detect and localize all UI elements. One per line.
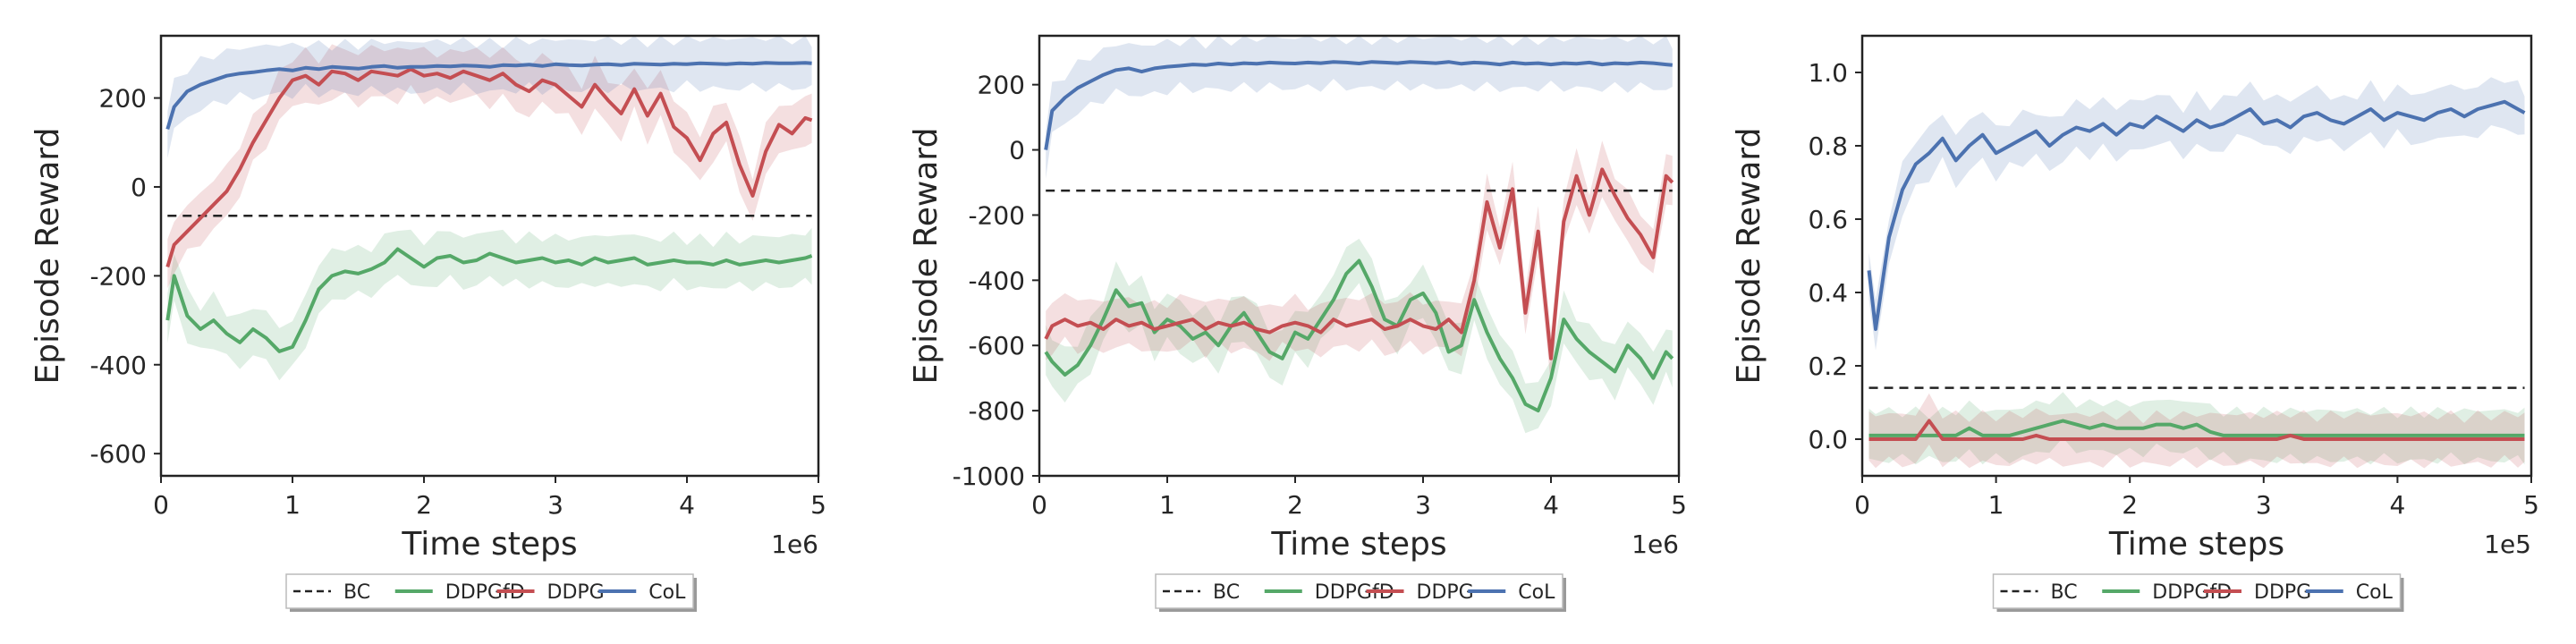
- x-tick-label: 3: [2256, 490, 2272, 520]
- y-tick-label: 0.6: [1808, 205, 1848, 234]
- legend-box: [285, 573, 694, 609]
- y-tick-label: 0: [131, 173, 147, 202]
- y-tick-label: 0.8: [1808, 131, 1848, 161]
- y-tick-label: 0: [1009, 136, 1025, 165]
- x-tick-label: 3: [1415, 490, 1431, 520]
- legend: BC DDPGfD DDPG CoL: [1155, 573, 1566, 612]
- legend-label-bc: BC: [1213, 581, 1240, 604]
- x-tick-label: 1: [284, 490, 301, 520]
- legend-label-col: CoL: [2356, 581, 2394, 604]
- x-axis-multiplier: 1e6: [1631, 530, 1679, 559]
- y-tick-label: 1.0: [1808, 58, 1848, 88]
- x-tick-label: 5: [1671, 490, 1687, 520]
- series-col-line: [1044, 60, 1673, 150]
- x-axis-multiplier: 1e6: [771, 530, 818, 559]
- series-ddpgfd-line: [1044, 258, 1674, 413]
- x-tick-label: 2: [1287, 490, 1303, 520]
- band-ddpgfd: [1868, 392, 2525, 465]
- chart-panel-3: 0 1 2 3 4 5 0.0 0.2 0.4 0.6 0.8 1.0 Time steps Episod…: [1731, 34, 2539, 612]
- series-ddpgfd-line: [165, 247, 813, 353]
- y-tick-label: -1000: [953, 462, 1025, 491]
- y-axis-label: Episode Reward: [1731, 128, 1767, 385]
- series-col-line: [165, 61, 812, 130]
- y-tick-label: -400: [968, 266, 1025, 295]
- series-ddpg-line: [1044, 167, 1674, 360]
- legend-label-ddpg: DDPG: [2254, 581, 2311, 604]
- x-tick-label: 3: [547, 490, 564, 520]
- series-ddpg-line: [165, 67, 813, 267]
- band-ddpg: [1868, 393, 2525, 469]
- chart-panel-1: 0 1 2 3 4 5 -600 -400 -200 0 200 Time steps Episode …: [30, 34, 826, 612]
- legend: BC DDPGfD DDPG CoL: [1992, 573, 2404, 612]
- x-tick-label: 2: [2122, 490, 2138, 520]
- y-tick-label: 0.4: [1808, 278, 1848, 308]
- y-tick-label: -200: [968, 200, 1025, 230]
- y-tick-label: 200: [978, 71, 1025, 100]
- x-axis-label: Time steps: [2108, 526, 2284, 563]
- plot-frame: [1860, 34, 2533, 478]
- plot-frame: [1038, 34, 1681, 478]
- x-tick-label: 4: [1543, 490, 1559, 520]
- legend-label-bc: BC: [2051, 581, 2078, 604]
- x-tick-label: 2: [416, 490, 432, 520]
- legend: BC DDPGfD DDPG CoL: [285, 573, 697, 612]
- y-axis-label: Episode Reward: [908, 128, 945, 385]
- plot-frame: [159, 34, 820, 478]
- band-ddpg: [167, 44, 812, 289]
- band-ddpg: [1046, 140, 1673, 386]
- x-tick-label: 5: [2523, 490, 2539, 520]
- y-tick-label: 200: [99, 84, 147, 114]
- legend-label-ddpg: DDPG: [547, 581, 605, 604]
- legend-label-col: CoL: [648, 581, 686, 604]
- band-col: [1868, 77, 2525, 351]
- x-tick-label: 5: [810, 490, 826, 520]
- legend-label-ddpg: DDPG: [1417, 581, 1474, 604]
- y-tick-label: -600: [89, 439, 147, 469]
- x-tick-label: 0: [153, 490, 169, 520]
- y-tick-label: 0.0: [1808, 425, 1848, 454]
- series-col-line: [1867, 99, 2526, 331]
- x-axis-label: Time steps: [1270, 526, 1446, 563]
- x-tick-label: 0: [1854, 490, 1870, 520]
- x-axis-multiplier: 1e5: [2484, 530, 2531, 559]
- chart-panel-2: 0 1 2 3 4 5 -1000 -800 -600 -400 -200 0 200 Time step…: [908, 34, 1687, 612]
- x-tick-label: 0: [1031, 490, 1047, 520]
- y-tick-label: -800: [968, 396, 1025, 426]
- series-ddpgfd-line: [1868, 419, 2525, 437]
- y-tick-label: -400: [89, 351, 147, 380]
- x-tick-label: 1: [1159, 490, 1175, 520]
- x-tick-label: 1: [1988, 490, 2004, 520]
- x-tick-label: 4: [2389, 490, 2405, 520]
- x-axis-label: Time steps: [401, 526, 577, 563]
- legend-label-bc: BC: [343, 581, 370, 604]
- band-ddpgfd: [167, 227, 812, 381]
- x-tick-label: 4: [679, 490, 695, 520]
- y-tick-label: 0.2: [1808, 352, 1848, 381]
- y-tick-label: -600: [968, 331, 1025, 360]
- y-axis-label: Episode Reward: [30, 128, 66, 385]
- series-ddpg-line: [1868, 419, 2525, 441]
- y-tick-label: -200: [89, 261, 147, 291]
- band-col: [1046, 36, 1673, 179]
- legend-label-col: CoL: [1518, 581, 1555, 604]
